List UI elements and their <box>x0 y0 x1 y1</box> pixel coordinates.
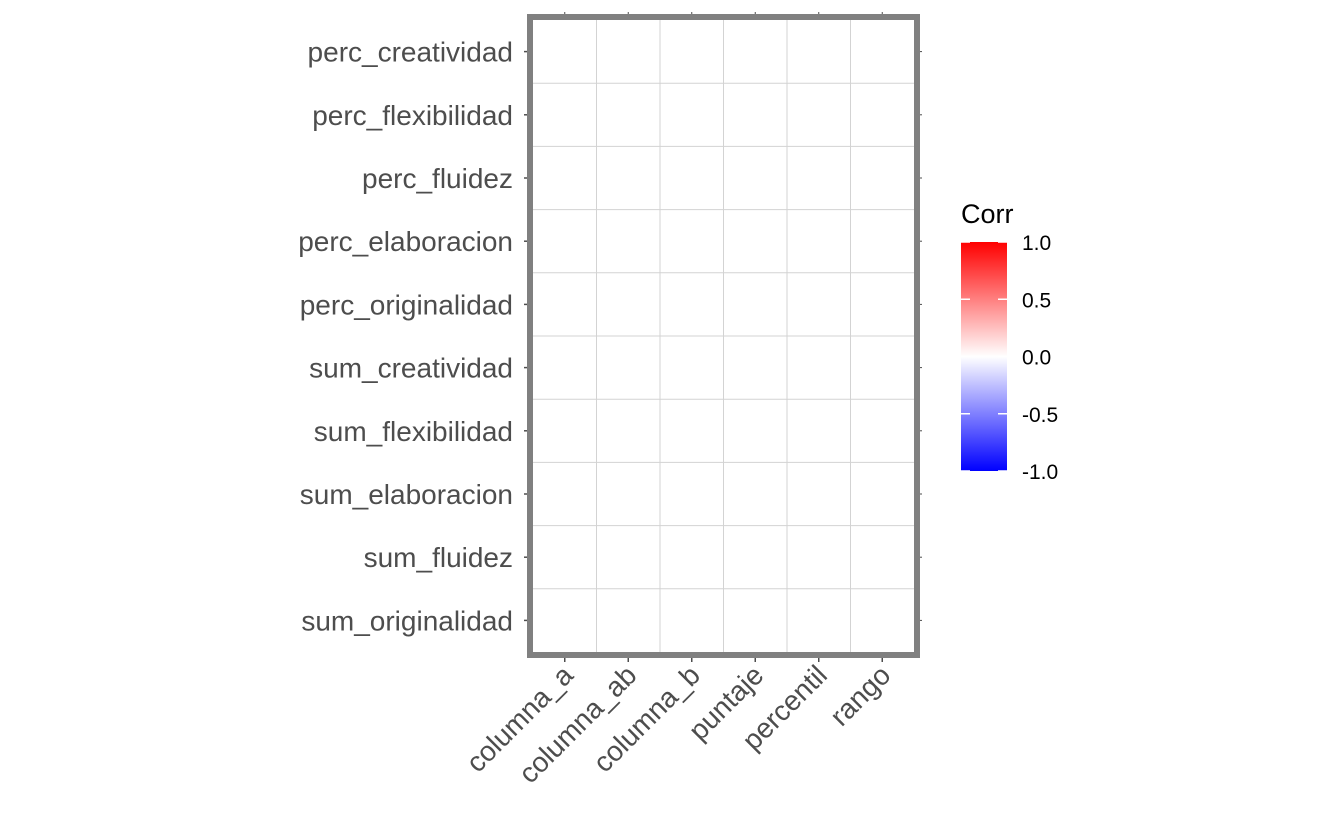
legend-tick-label: 0.0 <box>1022 347 1051 370</box>
panel-grid <box>533 20 914 652</box>
legend-title: Corr <box>961 199 1014 229</box>
y-tick-label: sum_originalidad <box>301 605 513 636</box>
y-axis: perc_creatividad perc_flexibilidad perc_fl… <box>298 37 922 636</box>
x-axis: columna_acolumna_abcolumna_bpuntajeperce… <box>460 12 896 789</box>
y-tick-label: sum_elaboracion <box>300 479 513 510</box>
legend-tick-label: -0.5 <box>1022 404 1058 427</box>
y-tick-label: perc_elaboracion <box>298 226 513 257</box>
y-tick-label: perc_flexibilidad <box>312 100 513 131</box>
legend-tick-label: -1.0 <box>1022 461 1058 484</box>
y-tick-label: sum_fluidez <box>364 542 513 573</box>
y-tick-label: sum_flexibilidad <box>314 416 513 447</box>
y-tick-label: perc_originalidad <box>300 289 513 320</box>
legend-tick-label: 1.0 <box>1022 232 1051 255</box>
y-tick-label: perc_fluidez <box>362 163 513 194</box>
legend-tick-label: 0.5 <box>1022 289 1051 312</box>
legend: Corr 1.0 0.5 0.0 -0.5 -1.0 <box>961 199 1058 484</box>
y-tick-label: sum_creatividad <box>309 353 513 384</box>
panel-border <box>527 14 920 658</box>
x-tick-label: rango <box>824 659 897 732</box>
y-tick-label: perc_creatividad <box>308 37 513 68</box>
